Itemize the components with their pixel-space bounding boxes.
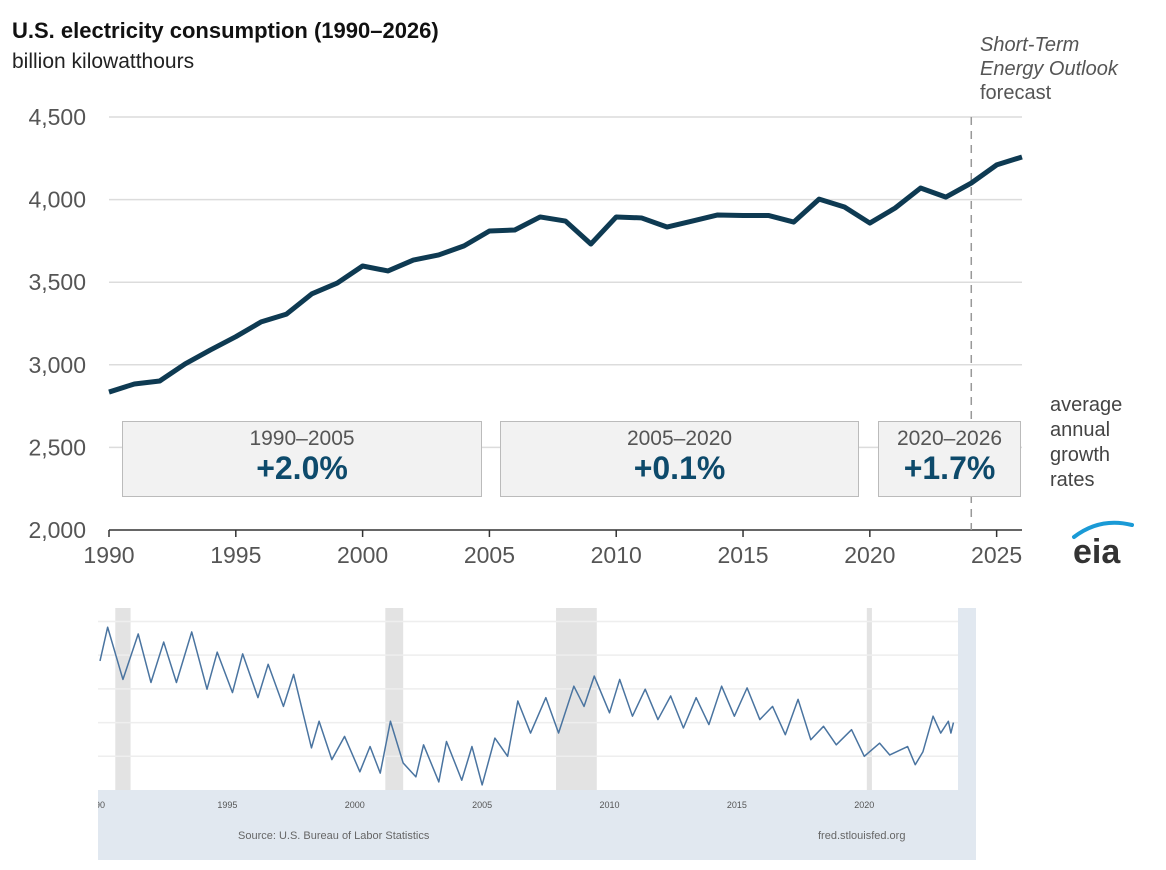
fred-chart-panel: 90 1995 2000 2005 2010 2015 2020 [95,608,976,860]
y-tick-label: 4,000 [28,187,86,213]
chart-title: U.S. electricity consumption (1990–2026) [12,18,439,43]
growth-note: average annual growth rates [1050,393,1160,493]
forecast-label-line2: Energy Outlook [980,58,1118,80]
growth-note-line: growth [1050,444,1111,466]
growth-value: +2.0% [256,450,348,486]
growth-box-1990-2005: 1990–2005 +2.0% [122,421,482,497]
eia-logo: eia [1072,520,1134,567]
growth-note-line: average [1050,394,1123,416]
x-tick-label: 2005 [472,800,492,810]
x-tick-label: 2000 [345,800,365,810]
y-tick-label: 2,500 [28,434,86,460]
logo-text: eia [1073,533,1121,567]
fred-series-line [99,626,955,786]
fred-credit: fred.stlouisfed.org [818,830,906,842]
y-tick-label: 2,000 [28,517,86,543]
growth-note-line: annual [1050,419,1111,441]
recession-band [866,608,872,790]
consumption-line [108,154,1023,395]
growth-note-line: rates [1050,469,1095,491]
x-tick-label: 2005 [464,542,515,568]
forecast-label-line1: Short-Term [980,34,1080,56]
x-tick-label: 90 [98,800,105,810]
forecast-label-line3: forecast [980,82,1052,104]
x-tick-label: 2010 [591,542,642,568]
x-tick-label: 1995 [210,542,261,568]
y-tick-label: 4,500 [28,104,86,130]
fred-chart: 90 1995 2000 2005 2010 2015 2020 [95,608,958,810]
y-tick-label: 3,500 [28,269,86,295]
growth-value: +1.7% [903,450,996,486]
x-tick-label: 1995 [217,800,237,810]
x-tick-label: 2010 [600,800,620,810]
growth-period: 2020–2026 [896,427,1003,450]
growth-period: 2005–2020 [626,427,733,450]
recession-band [115,608,131,790]
x-tick-label: 1990 [83,542,134,568]
recession-band [556,608,597,790]
x-tick-label: 2000 [337,542,388,568]
growth-period: 1990–2005 [249,427,355,450]
forecast-label: Short-Term Energy Outlook forecast [980,33,1118,105]
growth-value: +0.1% [633,450,726,486]
logo-arc-icon [1072,520,1134,539]
recession-band [385,608,404,790]
x-tick-label: 2015 [717,542,768,568]
plot-area [98,608,958,790]
chart-units: billion kilowatthours [12,50,195,73]
growth-box-2020-2026: 2020–2026 +1.7% [878,421,1021,497]
y-tick-label: 3,000 [28,352,86,378]
fred-source: Source: U.S. Bureau of Labor Statistics [238,830,430,842]
x-tick-label: 2015 [727,800,747,810]
x-tick-label: 2025 [971,542,1022,568]
x-tick-label: 2020 [844,542,895,568]
growth-box-2005-2020: 2005–2020 +0.1% [500,421,859,497]
x-tick-label: 2020 [854,800,874,810]
main-chart: 2,000 2,500 3,000 3,500 4,000 4,500 1990 1995 20… [28,104,1023,568]
